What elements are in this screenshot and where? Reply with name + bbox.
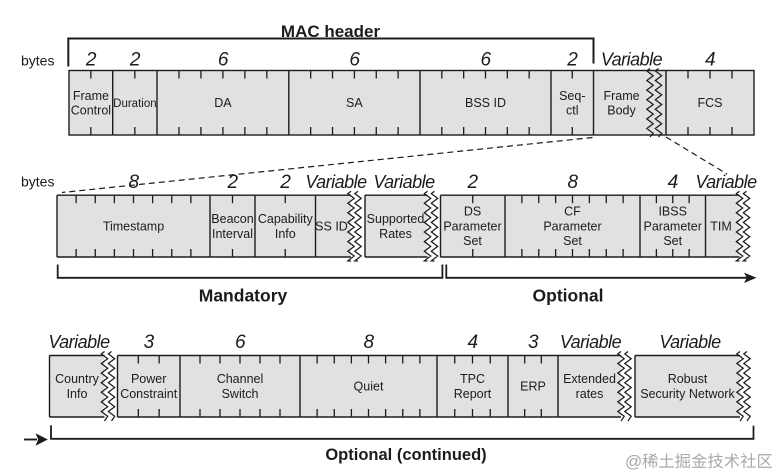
svg-text:Parameter: Parameter	[543, 219, 601, 233]
svg-text:TPC: TPC	[460, 372, 485, 386]
svg-text:Variable: Variable	[695, 172, 757, 192]
svg-text:Variable: Variable	[305, 172, 367, 192]
svg-text:2: 2	[279, 172, 291, 193]
svg-text:Optional (continued): Optional (continued)	[325, 446, 486, 464]
svg-text:SS ID: SS ID	[315, 219, 348, 233]
svg-text:6: 6	[218, 50, 229, 71]
svg-text:ctl: ctl	[566, 104, 579, 118]
svg-text:IBSS: IBSS	[658, 205, 687, 219]
svg-text:2: 2	[566, 50, 578, 71]
svg-text:Country: Country	[55, 372, 100, 386]
svg-text:2: 2	[85, 50, 97, 71]
svg-text:2: 2	[466, 172, 478, 193]
svg-text:Robust: Robust	[668, 372, 708, 386]
svg-text:4: 4	[467, 332, 477, 353]
svg-text:3: 3	[144, 332, 155, 353]
svg-text:Constraint: Constraint	[120, 387, 177, 401]
svg-text:2: 2	[129, 50, 141, 71]
svg-text:rates: rates	[576, 387, 604, 401]
svg-text:Body: Body	[607, 104, 636, 118]
svg-text:Seq-: Seq-	[559, 89, 585, 103]
svg-text:bytes: bytes	[21, 174, 54, 190]
svg-text:FCS: FCS	[698, 96, 723, 110]
svg-text:2: 2	[226, 172, 238, 193]
svg-text:Mandatory: Mandatory	[199, 286, 288, 306]
svg-text:Parameter: Parameter	[644, 219, 702, 233]
svg-text:4: 4	[705, 50, 715, 71]
svg-text:Set: Set	[563, 234, 582, 248]
svg-text:8: 8	[363, 332, 374, 353]
svg-text:CF: CF	[564, 205, 581, 219]
svg-text:Optional: Optional	[533, 286, 604, 306]
svg-text:Timestamp: Timestamp	[103, 219, 164, 233]
svg-text:Frame: Frame	[603, 89, 639, 103]
svg-text:DA: DA	[214, 96, 232, 110]
svg-text:Channel: Channel	[217, 372, 264, 386]
svg-text:8: 8	[567, 172, 578, 193]
svg-text:bytes: bytes	[21, 53, 54, 69]
svg-text:Security Network: Security Network	[640, 387, 735, 401]
svg-text:Variable: Variable	[560, 332, 622, 352]
svg-text:Switch: Switch	[222, 387, 259, 401]
svg-text:TIM: TIM	[710, 219, 732, 233]
svg-text:Interval: Interval	[212, 227, 253, 241]
svg-text:Quiet: Quiet	[354, 379, 384, 393]
svg-text:Power: Power	[131, 372, 166, 386]
svg-text:Report: Report	[454, 387, 492, 401]
svg-text:Frame: Frame	[73, 89, 109, 103]
svg-text:6: 6	[349, 50, 360, 71]
svg-text:Control: Control	[71, 104, 111, 118]
svg-text:Extended: Extended	[563, 372, 616, 386]
svg-text:MAC header: MAC header	[281, 22, 381, 41]
svg-text:Variable: Variable	[659, 332, 721, 352]
svg-text:Set: Set	[463, 234, 482, 248]
svg-text:4: 4	[668, 172, 678, 193]
svg-text:ERP: ERP	[520, 379, 546, 393]
svg-text:Duration: Duration	[113, 98, 156, 110]
svg-text:Set: Set	[663, 234, 682, 248]
svg-text:Variable: Variable	[373, 172, 435, 192]
svg-text:@: @	[625, 452, 642, 471]
svg-text:SA: SA	[346, 96, 363, 110]
svg-text:Variable: Variable	[601, 50, 663, 70]
svg-text:Supported: Supported	[367, 212, 425, 226]
svg-text:Parameter: Parameter	[443, 219, 501, 233]
svg-text:Capability: Capability	[258, 212, 314, 226]
svg-text:6: 6	[480, 50, 491, 71]
svg-text:Rates: Rates	[379, 227, 412, 241]
svg-text:Beacon: Beacon	[211, 212, 253, 226]
svg-text:Info: Info	[67, 387, 88, 401]
svg-text:DS: DS	[464, 205, 481, 219]
svg-text:3: 3	[528, 332, 539, 353]
svg-text:6: 6	[235, 332, 246, 353]
svg-text:BSS ID: BSS ID	[465, 96, 506, 110]
svg-text:8: 8	[128, 172, 139, 193]
svg-text:Info: Info	[275, 227, 296, 241]
svg-text:Variable: Variable	[48, 332, 110, 352]
